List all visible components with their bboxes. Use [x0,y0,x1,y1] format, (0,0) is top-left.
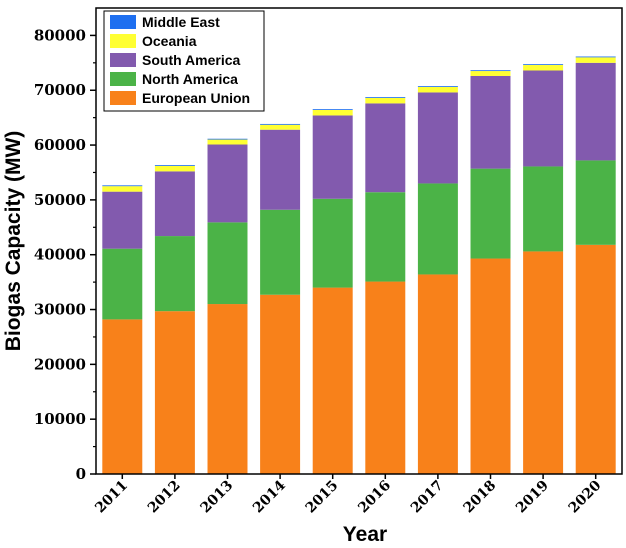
x-tick-label: 2020 [566,477,605,516]
bar-european-union-2017 [417,274,458,474]
bar-oceania-2020 [575,57,616,63]
bar-european-union-2019 [523,251,564,474]
bar-oceania-2018 [470,71,511,76]
bar-european-union-2011 [102,319,143,474]
bar-oceania-2019 [523,65,564,71]
bars-group [102,56,616,474]
y-tick-label: 60000 [34,136,86,154]
bar-south-america-2017 [417,92,458,184]
y-axis: 0 10000 20000 30000 40000 50000 60000 70000 8000… [34,26,96,483]
x-tick-label: 2016 [355,478,394,517]
bar-north-america-2017 [417,183,458,275]
y-tick-label: 80000 [34,26,86,44]
x-tick-label: 2012 [145,478,184,517]
bar-middle-east-2020 [575,56,616,58]
bar-european-union-2015 [312,287,353,474]
bar-oceania-2016 [365,97,406,104]
x-tick-label: 2018 [460,478,499,517]
bar-north-america-2018 [470,168,511,259]
y-tick-label: 40000 [34,246,86,264]
bar-south-america-2015 [312,115,353,199]
bar-south-america-2016 [365,103,406,193]
bar-north-america-2014 [260,209,301,295]
y-tick-label: 20000 [34,355,86,373]
y-tick-label: 10000 [34,410,86,428]
y-tick-label: 30000 [34,301,86,319]
y-tick-label: 50000 [34,191,86,209]
legend-swatch-south-america [110,53,136,67]
x-tick-label: 2017 [408,478,447,517]
bar-north-america-2019 [523,166,564,252]
bar-middle-east-2015 [312,109,353,110]
bar-oceania-2012 [154,165,195,172]
y-tick-label: 70000 [34,81,86,99]
y-tick-label: 0 [76,465,86,483]
bar-middle-east-2019 [523,64,564,66]
bar-south-america-2013 [207,144,248,223]
legend-swatch-middle-east [110,15,136,29]
legend-label-oceania: Oceania [142,33,197,49]
bar-north-america-2011 [102,248,143,320]
bar-oceania-2011 [102,186,143,192]
x-axis-title: Year [343,523,387,546]
bar-north-america-2016 [365,192,406,282]
x-tick-label: 2014 [250,477,289,516]
legend-label-middle-east: Middle East [142,14,220,30]
legend-label-south-america: South America [142,52,240,68]
y-axis-title: Biogas Capacity (MW) [2,131,25,352]
legend-swatch-oceania [110,34,136,48]
bar-south-america-2011 [102,191,143,249]
x-tick-label: 2011 [92,478,131,517]
plot-frame [95,7,623,475]
bar-european-union-2014 [260,294,301,474]
bar-european-union-2020 [575,244,616,474]
bar-european-union-2016 [365,281,406,474]
bar-south-america-2012 [154,171,195,237]
bar-oceania-2013 [207,139,248,145]
bar-middle-east-2017 [417,86,458,87]
bar-middle-east-2013 [207,138,248,140]
legend-swatch-north-america [110,72,136,86]
bar-european-union-2012 [154,311,195,474]
x-axis: 2011 2012 2013 2014 2015 2016 2017 2018 2019 2020 [92,474,605,517]
bar-european-union-2018 [470,258,511,474]
bar-middle-east-2018 [470,70,511,72]
bar-middle-east-2016 [365,97,406,98]
bar-oceania-2017 [417,86,458,93]
legend-label-european-union: European Union [142,90,250,106]
bar-north-america-2012 [154,236,195,312]
bar-oceania-2015 [312,109,353,116]
bar-north-america-2020 [575,160,616,245]
x-tick-label: 2019 [513,478,552,517]
bar-european-union-2013 [207,304,248,474]
bar-south-america-2019 [523,70,564,167]
bar-south-america-2014 [260,129,301,210]
legend-label-north-america: North America [142,71,238,87]
bar-middle-east-2014 [260,123,301,125]
x-tick-label: 2015 [303,478,342,517]
x-tick-label: 2013 [197,478,236,517]
legend-swatch-european-union [110,91,136,105]
bar-north-america-2013 [207,222,248,305]
bar-north-america-2015 [312,198,353,288]
legend: Middle East Oceania South America North Ame… [103,10,265,112]
bar-middle-east-2011 [102,185,143,187]
bar-south-america-2020 [575,62,616,161]
bar-south-america-2018 [470,75,511,169]
bar-middle-east-2012 [154,165,195,166]
bar-oceania-2014 [260,124,301,130]
